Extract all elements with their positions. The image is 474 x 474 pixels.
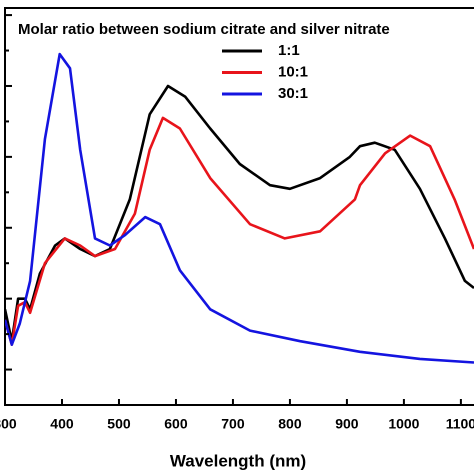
data-line — [5, 116, 474, 346]
x-tick-label: 800 — [278, 416, 302, 432]
x-tick-label: 600 — [164, 416, 188, 432]
x-axis-label: Wavelength (nm) — [170, 451, 306, 470]
plot-frame — [4, 7, 474, 406]
x-tick-label: 1000 — [388, 416, 419, 432]
x-tick-label: 900 — [335, 416, 359, 432]
legend-label: 1:1 — [278, 42, 300, 59]
curves — [5, 52, 474, 364]
legend-label: 30:1 — [278, 85, 308, 102]
x-tick-label: 700 — [221, 416, 245, 432]
x-tick-label: 500 — [107, 416, 131, 432]
x-tick-label: 400 — [50, 416, 74, 432]
legend-label: 10:1 — [278, 63, 308, 80]
x-tick-label: 300 — [0, 416, 17, 432]
data-line — [5, 52, 474, 364]
x-tick-label: 1100 — [446, 416, 474, 432]
chart-title: Molar ratio between sodium citrate and s… — [18, 21, 390, 38]
data-line — [5, 84, 474, 343]
